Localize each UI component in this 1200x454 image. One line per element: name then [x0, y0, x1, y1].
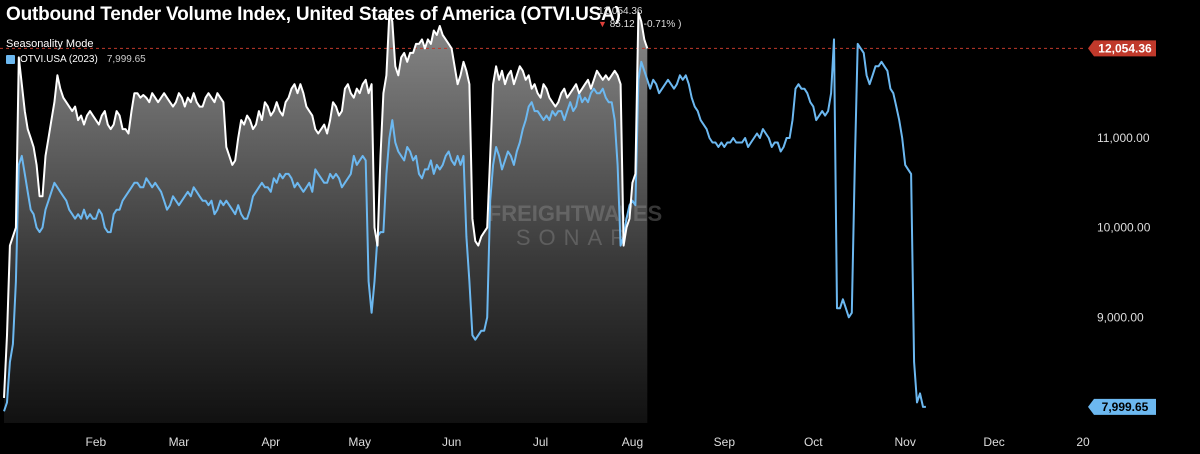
legend-swatch-icon: [6, 55, 15, 64]
y-tick-label: 10,000.00: [1097, 221, 1151, 235]
chart-title: Outbound Tender Volume Index, United Sta…: [6, 4, 621, 25]
legend-label: OTVI.USA (2023): [20, 54, 98, 65]
x-tick-label: Mar: [169, 435, 190, 449]
down-arrow-icon: ▼: [598, 19, 607, 29]
watermark-line2: SONAR: [516, 225, 634, 250]
legend-value: 7,999.65: [106, 54, 146, 65]
x-tick-label: 20: [1076, 435, 1090, 449]
x-tick-label: Apr: [261, 435, 280, 449]
x-tick-label: Feb: [86, 435, 107, 449]
current-series-line: [3, 11, 649, 398]
change-value: 85.12 ( -0.71% ): [609, 19, 682, 30]
watermark-line1: FREIGHTWAVES: [488, 201, 662, 226]
current-series-area: [4, 12, 648, 423]
prior-value-badge: 7,999.65: [1102, 400, 1149, 414]
last-value: 12,054.36: [598, 6, 643, 17]
x-tick-label: Sep: [714, 435, 736, 449]
seasonality-mode-label: Seasonality Mode: [6, 38, 94, 50]
x-tick-label: Jul: [533, 435, 548, 449]
y-tick-label: 9,000.00: [1097, 310, 1144, 324]
x-tick-label: Dec: [983, 435, 1004, 449]
current-value-badge: 12,054.36: [1098, 41, 1152, 55]
y-tick-label: 11,000.00: [1097, 131, 1150, 145]
x-tick-label: May: [348, 435, 371, 449]
price-summary: 12,054.36 ▼ 85.12 ( -0.71% ): [598, 6, 681, 31]
x-tick-label: Jun: [442, 435, 461, 449]
watermark: FREIGHTWAVES SONAR: [488, 201, 662, 250]
x-tick-label: Oct: [804, 435, 823, 449]
legend[interactable]: OTVI.USA (2023) 7,999.65: [6, 54, 146, 65]
x-tick-label: Nov: [895, 435, 916, 449]
prior-year-series-line: [3, 38, 926, 412]
x-tick-label: Aug: [622, 435, 643, 449]
current-value-badge-bg: [1088, 40, 1156, 57]
prior-value-badge-bg: [1088, 398, 1156, 415]
